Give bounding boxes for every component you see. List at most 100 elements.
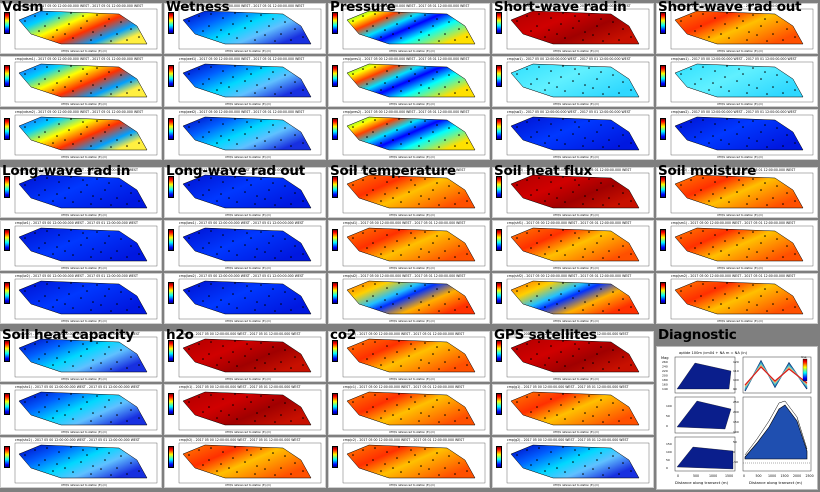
station-marker [530, 411, 532, 413]
station-marker [274, 204, 276, 206]
station-marker [68, 351, 70, 353]
station-marker [724, 76, 726, 78]
station-marker [126, 39, 128, 41]
station-marker [444, 197, 446, 199]
station-marker [700, 295, 702, 297]
station-marker [392, 33, 394, 35]
station-marker [44, 295, 46, 297]
station-marker [64, 86, 66, 88]
station-marker [116, 33, 118, 35]
station-marker [622, 245, 624, 247]
station-marker [58, 70, 60, 72]
station-marker [726, 229, 728, 231]
diag-xtick: 2000 [793, 474, 801, 478]
station-marker [130, 356, 132, 358]
cell-title: h2o [166, 327, 194, 343]
station-marker [384, 246, 386, 248]
colorbar [332, 393, 338, 415]
station-marker [726, 118, 728, 120]
station-marker [630, 306, 632, 308]
station-marker [398, 65, 400, 67]
station-marker [548, 299, 550, 301]
station-marker [400, 418, 402, 420]
map-panel-sw0: cmp(sw0) - 2017 05 00 12:00:00.000 WEST … [492, 3, 654, 54]
station-marker [208, 295, 210, 297]
station-marker [100, 140, 102, 142]
station-marker [52, 142, 54, 144]
station-marker [250, 348, 252, 350]
station-marker [608, 361, 610, 363]
x-axis-label: UTM/x referenced to station (E) (m) [61, 484, 108, 487]
interpolated-field [674, 63, 804, 98]
contour-map [178, 336, 322, 378]
station-marker [208, 242, 210, 244]
station-marker [384, 193, 386, 195]
station-marker [752, 14, 754, 16]
interpolated-field [18, 391, 148, 426]
station-marker [438, 40, 440, 42]
station-marker [694, 300, 696, 302]
station-marker [216, 142, 218, 144]
station-marker [366, 300, 368, 302]
station-marker [92, 137, 94, 139]
station-marker [466, 306, 468, 308]
station-marker [24, 348, 26, 350]
station-marker [700, 131, 702, 133]
station-marker [294, 298, 296, 300]
station-marker [398, 282, 400, 284]
station-marker [274, 368, 276, 370]
station-marker [690, 232, 692, 234]
station-marker [234, 393, 236, 395]
station-marker [562, 282, 564, 284]
station-marker [530, 30, 532, 32]
station-marker [110, 368, 112, 370]
station-marker [274, 474, 276, 476]
station-marker [246, 68, 248, 70]
station-marker [56, 410, 58, 412]
station-marker [544, 306, 546, 308]
station-marker [366, 411, 368, 413]
station-marker [64, 303, 66, 305]
station-marker [602, 204, 604, 206]
station-marker [220, 193, 222, 195]
station-marker [374, 119, 376, 121]
station-marker [80, 191, 82, 193]
station-marker [550, 234, 552, 236]
station-marker [536, 242, 538, 244]
station-marker [80, 461, 82, 463]
station-marker [246, 396, 248, 398]
station-marker [560, 76, 562, 78]
station-marker [736, 191, 738, 193]
panel-caption: cmp(vdsm2) - 2017 05 00 12:00:00.000 WES… [15, 110, 144, 114]
station-marker [222, 345, 224, 347]
station-marker [400, 365, 402, 367]
station-marker [222, 70, 224, 72]
station-marker [280, 86, 282, 88]
station-marker [208, 131, 210, 133]
station-marker [366, 464, 368, 466]
station-marker [712, 29, 714, 31]
station-marker [458, 356, 460, 358]
cell-title: Short-wave rad out [658, 0, 802, 15]
station-marker [548, 463, 550, 465]
station-marker [244, 355, 246, 357]
station-marker [560, 404, 562, 406]
station-marker [600, 288, 602, 290]
station-marker [374, 341, 376, 343]
station-marker [254, 367, 256, 369]
station-marker [538, 13, 540, 15]
station-marker [588, 120, 590, 122]
diag-ytick: 100 [733, 378, 739, 382]
station-marker [548, 410, 550, 412]
station-marker [284, 127, 286, 129]
interpolated-field [182, 116, 312, 151]
colorbar [496, 393, 502, 415]
cell-title: Soil moisture [658, 163, 757, 179]
station-marker [302, 364, 304, 366]
station-marker [202, 83, 204, 85]
station-marker [352, 126, 354, 128]
station-marker [578, 290, 580, 292]
map-panel-sm0: cmp(sm0) - 2017 05 00 12:00:00.000 WEST … [656, 167, 818, 218]
station-marker [560, 187, 562, 189]
map-panel-lw0: cmp(lw0) - 2017 05 00 12:00:00.000 WEST … [0, 167, 162, 218]
